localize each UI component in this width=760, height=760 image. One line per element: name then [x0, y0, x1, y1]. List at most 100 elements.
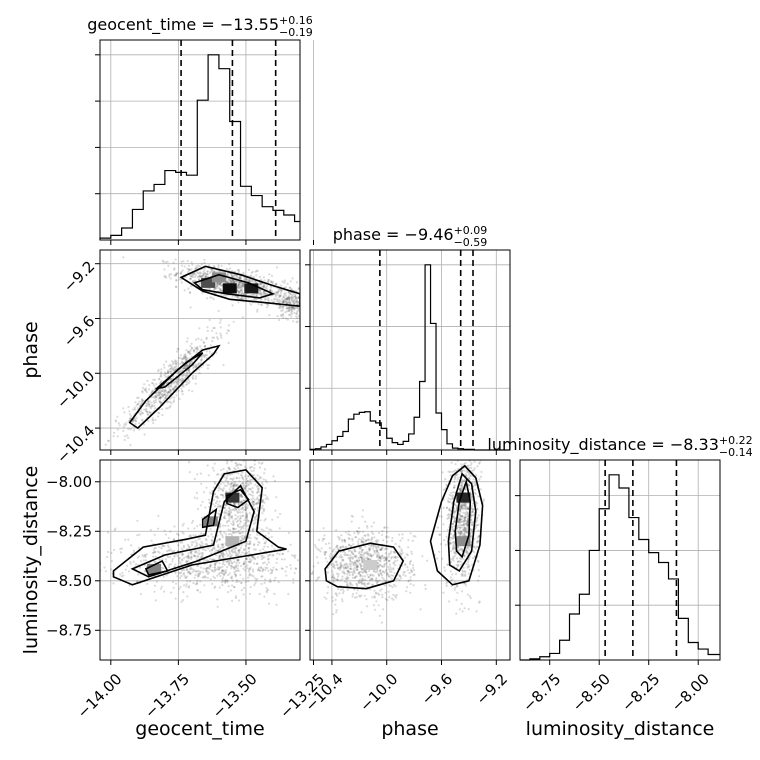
sample-point	[200, 366, 203, 369]
sample-point	[240, 463, 243, 466]
sample-point	[260, 557, 263, 561]
sample-point	[360, 564, 363, 568]
sample-point	[256, 556, 259, 559]
sample-point	[360, 594, 363, 597]
sample-point	[294, 295, 297, 298]
sample-point	[332, 562, 335, 565]
sample-point	[218, 505, 221, 508]
sample-point	[233, 467, 236, 470]
sample-point	[230, 281, 233, 284]
sample-point	[232, 485, 235, 488]
sample-point	[366, 524, 369, 528]
sample-point	[357, 531, 360, 534]
sample-point	[248, 592, 252, 595]
sample-point	[198, 272, 201, 275]
sample-point	[277, 296, 280, 299]
sample-point	[238, 276, 241, 279]
sample-point	[196, 497, 199, 500]
sample-point	[249, 487, 252, 491]
sample-point	[277, 306, 280, 309]
sample-point	[230, 515, 234, 518]
sample-point	[365, 540, 368, 543]
sample-point	[227, 549, 230, 552]
sample-point	[307, 308, 309, 310]
sample-point	[234, 457, 236, 459]
sample-point	[230, 550, 234, 553]
sample-point	[466, 518, 470, 521]
sample-point	[140, 400, 143, 403]
sample-point	[230, 481, 233, 484]
sample-point	[225, 332, 228, 335]
sample-point	[169, 367, 173, 370]
sample-point	[220, 569, 224, 573]
sample-point	[243, 560, 246, 563]
sample-point	[194, 545, 197, 548]
sample-point	[169, 367, 172, 371]
sample-point	[262, 284, 265, 287]
sample-point	[377, 546, 380, 549]
sample-point	[159, 396, 162, 399]
sample-point	[363, 582, 366, 585]
sample-point	[314, 544, 317, 547]
sample-point	[361, 556, 364, 559]
sample-point	[217, 544, 220, 547]
sample-point	[287, 309, 290, 312]
sample-point	[247, 542, 250, 546]
sample-point	[156, 393, 159, 396]
sample-point	[266, 496, 269, 499]
sample-point	[339, 568, 342, 571]
sample-point	[362, 541, 365, 544]
sample-point	[149, 528, 152, 532]
sample-point	[265, 526, 268, 530]
sample-point	[323, 534, 326, 537]
sample-point	[291, 306, 294, 309]
sample-point	[409, 532, 412, 535]
sample-point	[277, 581, 280, 584]
sample-point	[322, 537, 325, 541]
sample-point	[178, 587, 181, 590]
sample-point	[182, 357, 185, 360]
sample-point	[442, 591, 445, 594]
sample-point	[198, 327, 201, 330]
sample-point	[464, 516, 467, 519]
sample-point	[332, 613, 335, 616]
sample-point	[172, 367, 175, 370]
sample-point	[367, 534, 370, 537]
sample-point	[217, 568, 220, 571]
sample-point	[225, 477, 228, 480]
sample-point	[462, 574, 465, 577]
sample-point	[243, 508, 247, 512]
sample-point	[375, 580, 378, 583]
sample-point	[222, 481, 225, 484]
sample-point	[239, 540, 242, 543]
sample-point	[232, 457, 234, 459]
sample-point	[180, 374, 183, 377]
sample-point	[186, 374, 189, 377]
sample-point	[232, 320, 235, 323]
sample-point	[153, 407, 156, 410]
sample-point	[133, 408, 137, 411]
sample-point	[193, 555, 196, 558]
sample-point	[157, 411, 160, 414]
sample-point	[367, 548, 370, 551]
sample-point	[267, 558, 270, 561]
sample-point	[206, 367, 209, 370]
sample-point	[467, 572, 470, 575]
sample-point	[469, 529, 472, 532]
sample-point	[221, 576, 225, 579]
sample-point	[342, 566, 345, 569]
sample-point	[228, 550, 231, 553]
sample-point	[452, 557, 455, 560]
sample-point	[359, 581, 362, 584]
sample-point	[463, 531, 466, 535]
sample-point	[241, 506, 244, 509]
sample-point	[213, 288, 216, 291]
sample-point	[164, 393, 167, 396]
sample-point	[245, 515, 248, 518]
sample-point	[263, 285, 266, 288]
sample-point	[290, 312, 293, 316]
sample-point	[379, 548, 382, 551]
sample-point	[378, 579, 381, 582]
sample-point	[274, 294, 277, 297]
sample-point	[364, 575, 367, 578]
